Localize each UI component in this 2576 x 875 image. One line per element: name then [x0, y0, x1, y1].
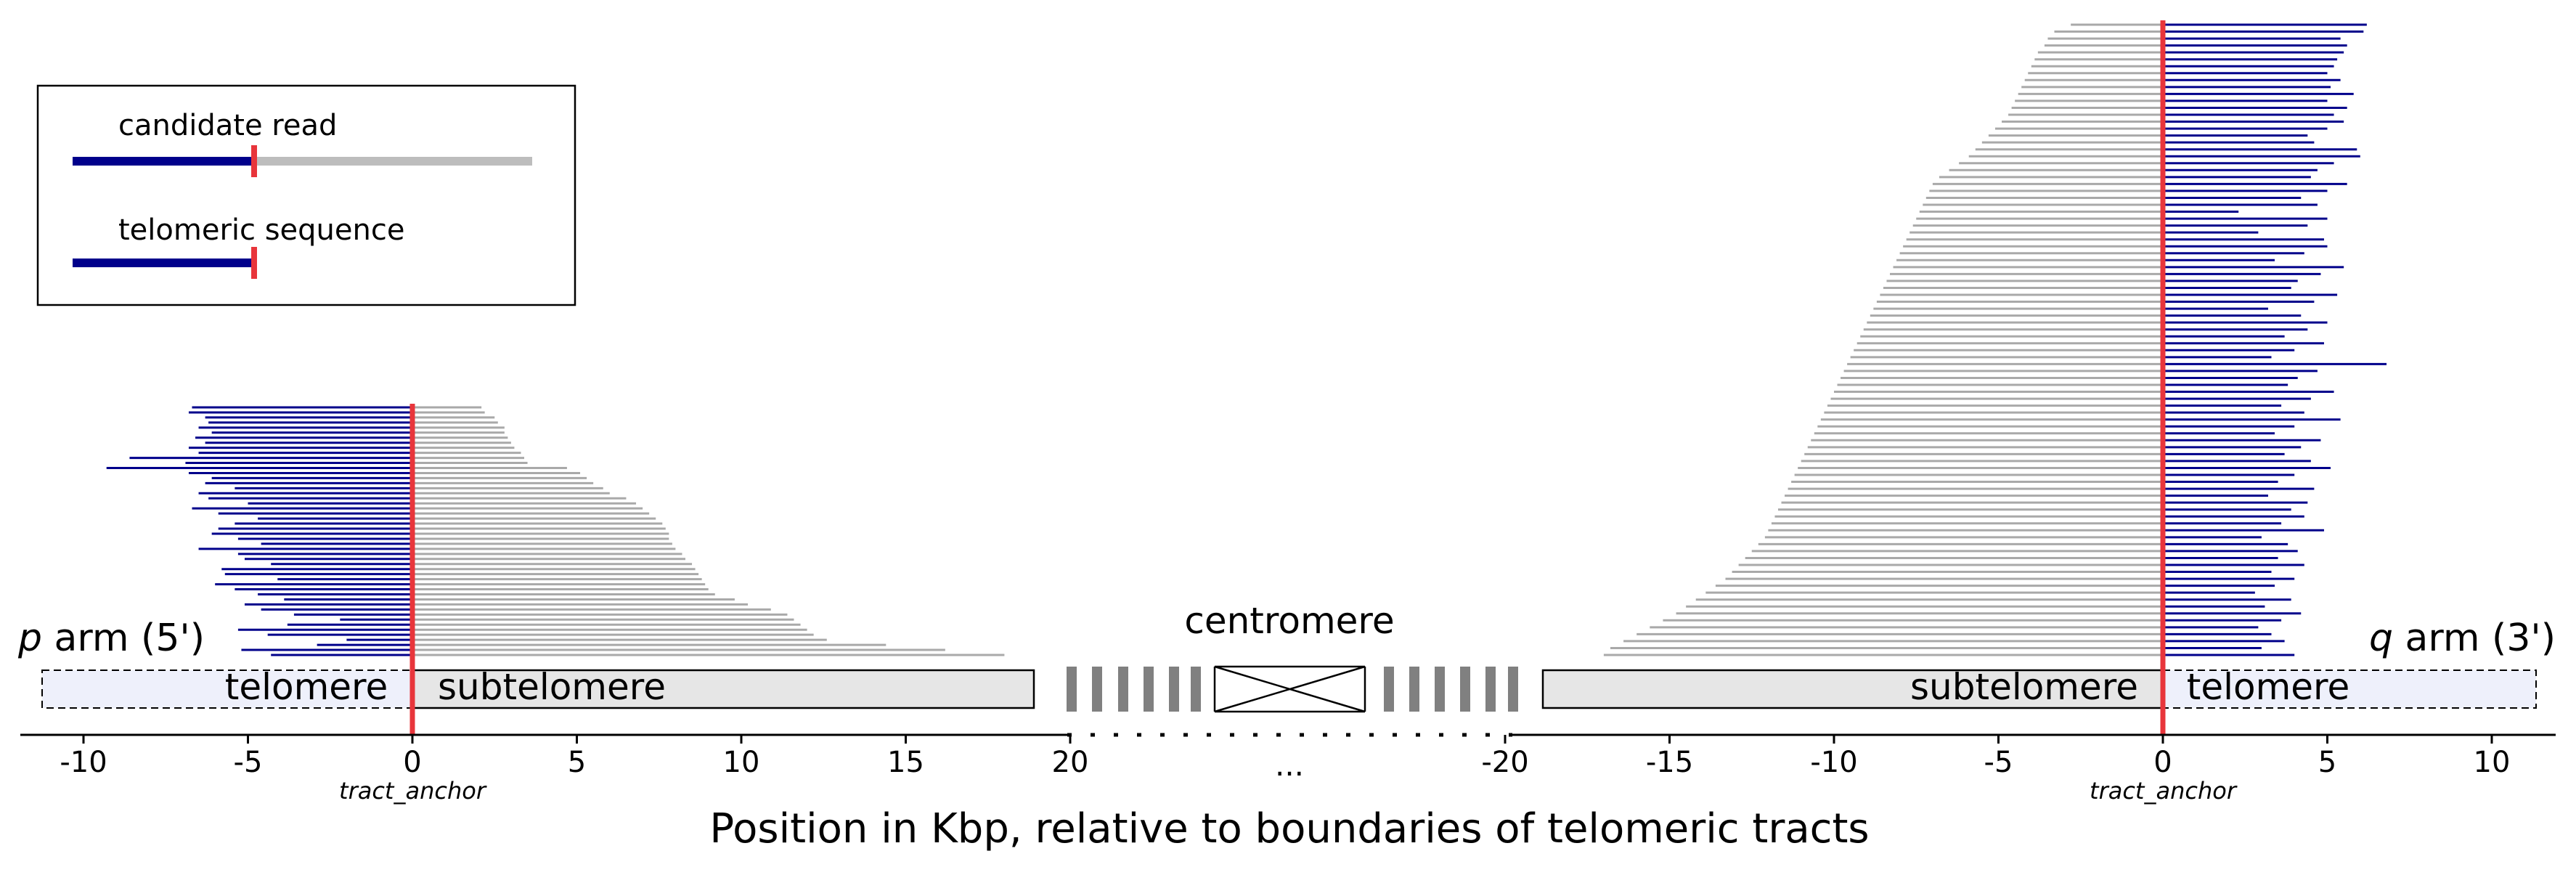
q-tick-label-0: 0 [2153, 746, 2172, 779]
q-tick-label--10: -10 [1810, 746, 1857, 779]
p-arm-reads [106, 406, 1005, 656]
q-tract-anchor-label: tract_anchor [2090, 777, 2238, 805]
x-axis-title: Position in Kbp, relative to boundaries … [709, 805, 1869, 852]
p-arm-label: p arm (5') [17, 616, 205, 660]
q-arm-chromosome-band: subtelomere telomere [1541, 666, 2537, 709]
cen-left-stripe-4 [1169, 667, 1179, 712]
cen-left-stripe-1 [1092, 667, 1102, 712]
p-tick-label-0: 0 [403, 746, 421, 779]
centromere-schematic: centromere ... [1067, 600, 1518, 783]
q-tick-label--15: -15 [1646, 746, 1693, 779]
cen-right-stripe-0 [1384, 667, 1394, 712]
legend-label-candidate-read: candidate read [118, 109, 337, 142]
p-x-axis-ticks: -10 -5 0 5 10 15 20 [60, 735, 1088, 779]
centromere-stripes-right [1384, 667, 1518, 712]
cen-left-stripe-5 [1191, 667, 1201, 712]
cen-right-stripe-3 [1460, 667, 1470, 712]
p-tick-label-15: 15 [887, 746, 924, 779]
p-tick-label--5: -5 [234, 746, 263, 779]
p-subtelomere-label: subtelomere [438, 666, 666, 708]
q-x-axis-ticks: -20 -15 -10 -5 0 5 10 [1481, 735, 2510, 779]
q-telomere-band [2162, 670, 2537, 709]
cen-right-stripe-2 [1435, 667, 1445, 712]
p-tract-anchor-label: tract_anchor [339, 777, 487, 805]
q-subtelomere-label: subtelomere [1910, 666, 2138, 708]
p-tick-label--10: -10 [60, 746, 107, 779]
legend-box [36, 84, 576, 306]
axis-gap-label: ... [1275, 747, 1304, 783]
centromere-stripes-left [1067, 667, 1201, 712]
q-tick-label--20: -20 [1481, 746, 1528, 779]
q-tick-label-5: 5 [2318, 746, 2336, 779]
q-tick-label-10: 10 [2474, 746, 2511, 779]
cen-left-stripe-0 [1067, 667, 1077, 712]
p-tick-label-5: 5 [568, 746, 586, 779]
q-arm-reads [1603, 23, 2387, 656]
cen-right-stripe-5 [1508, 667, 1518, 712]
p-telomere-band [41, 670, 413, 709]
q-tick-label--5: -5 [1984, 746, 2013, 779]
centromere-constriction [1214, 665, 1366, 713]
q-arm-label: q arm (3') [2369, 616, 2556, 660]
q-subtelomere-band [1541, 669, 2164, 709]
cen-right-stripe-1 [1409, 667, 1419, 712]
cen-left-stripe-3 [1144, 667, 1154, 712]
p-tick-label-20: 20 [1052, 746, 1089, 779]
p-telomere-label: telomere [225, 666, 388, 708]
q-telomere-label: telomere [2187, 666, 2350, 708]
legend: candidate read telomeric sequence [36, 84, 576, 306]
p-tick-label-10: 10 [723, 746, 760, 779]
cen-left-stripe-2 [1118, 667, 1128, 712]
p-subtelomere-band [411, 669, 1035, 709]
p-arm-chromosome-band: telomere subtelomere [41, 666, 1035, 709]
cen-right-stripe-4 [1485, 667, 1496, 712]
legend-label-telomeric-sequence: telomeric sequence [118, 213, 404, 247]
centromere-label: centromere [1184, 600, 1394, 642]
